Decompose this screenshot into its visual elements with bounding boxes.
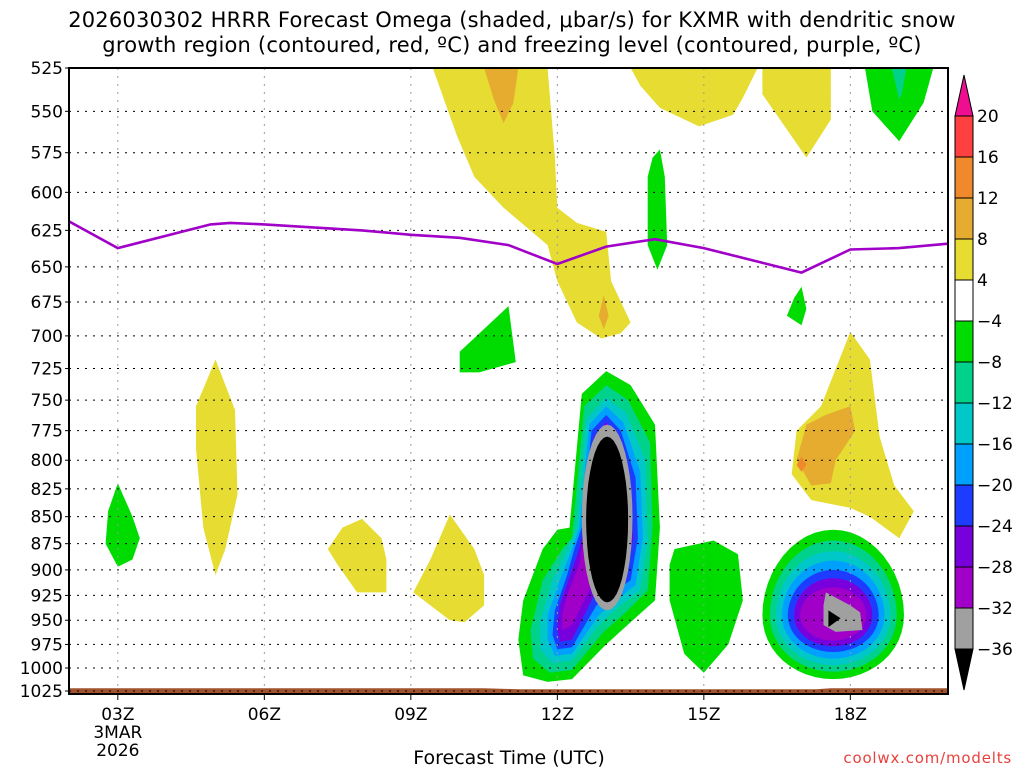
y-tick-label: 975 bbox=[31, 635, 63, 655]
colorbar-label: 8 bbox=[977, 230, 988, 250]
grid bbox=[69, 68, 948, 694]
freezing-level-line bbox=[69, 220, 948, 274]
x-tick-label: 03Z bbox=[101, 705, 134, 725]
x-tick-label: 12Z bbox=[541, 705, 574, 725]
y-tick-label: 600 bbox=[31, 183, 63, 203]
colorbar-swatch bbox=[954, 279, 974, 322]
y-tick-label: 550 bbox=[31, 102, 63, 122]
y-tick-label: 875 bbox=[31, 535, 63, 555]
y-tick-label: 575 bbox=[31, 144, 63, 164]
x-tick-label: 18Z bbox=[834, 705, 867, 725]
colorbar-swatch bbox=[954, 320, 974, 363]
y-tick-label: 625 bbox=[31, 221, 63, 241]
omega-region-positive bbox=[762, 68, 831, 158]
y-tick-label: 850 bbox=[31, 508, 63, 528]
omega-region-positive bbox=[432, 68, 631, 339]
omega-region-positive bbox=[413, 514, 485, 623]
colorbar-label: −20 bbox=[977, 476, 1013, 496]
chart-title-line-2: growth region (contoured, red, ºC) and f… bbox=[102, 33, 922, 57]
colorbar-label: −8 bbox=[977, 353, 1002, 373]
y-tick-label: 525 bbox=[31, 59, 63, 79]
chart-title-line-1: 2026030302 HRRR Forecast Omega (shaded, … bbox=[68, 8, 956, 32]
x-tick-label: 09Z bbox=[394, 705, 427, 725]
colorbar-label: −36 bbox=[977, 640, 1013, 660]
omega-region-negative bbox=[459, 306, 516, 373]
surface-ground bbox=[69, 688, 948, 694]
colorbar-swatch bbox=[954, 484, 974, 527]
colorbar-arrow-top bbox=[954, 74, 974, 117]
colorbar-swatch bbox=[954, 525, 974, 568]
colorbar-swatch bbox=[954, 361, 974, 404]
omega-shading bbox=[105, 68, 934, 682]
colorbar-swatch bbox=[954, 115, 974, 158]
colorbar-label: 12 bbox=[977, 189, 999, 209]
omega-core-minus-36 bbox=[828, 610, 841, 628]
x-tick-label: 15Z bbox=[687, 705, 720, 725]
credit-text[interactable]: coolwx.com/modelts bbox=[843, 749, 1012, 767]
colorbar-label: −24 bbox=[977, 517, 1013, 537]
omega-region-negative bbox=[105, 483, 140, 567]
colorbar-label: −16 bbox=[977, 435, 1013, 455]
colorbar-swatch bbox=[954, 566, 974, 609]
colorbar-swatch bbox=[954, 443, 974, 486]
y-tick-label: 925 bbox=[31, 586, 63, 606]
y-tick-label: 1025 bbox=[20, 682, 63, 702]
omega-region-positive bbox=[791, 331, 914, 539]
colorbar-label: −12 bbox=[977, 394, 1013, 414]
x-tick-label: 06Z bbox=[248, 705, 281, 725]
omega-region-negative bbox=[891, 68, 907, 100]
omega-region-negative bbox=[786, 286, 807, 326]
colorbar-label: −32 bbox=[977, 599, 1013, 619]
y-tick-label: 675 bbox=[31, 293, 63, 313]
colorbar-label: −4 bbox=[977, 312, 1002, 332]
x-tick-sublabel: 2026 bbox=[96, 741, 139, 761]
omega-region-positive bbox=[484, 68, 519, 124]
omega-region-positive bbox=[598, 295, 609, 330]
colorbar-arrow-bottom bbox=[954, 648, 974, 691]
y-tick-label: 725 bbox=[31, 360, 63, 380]
y-tick-label: 650 bbox=[31, 258, 63, 278]
colorbar-swatch bbox=[954, 197, 974, 240]
omega-region-positive bbox=[796, 406, 856, 486]
x-axis-label: Forecast Time (UTC) bbox=[413, 747, 604, 768]
omega-region-positive bbox=[796, 456, 807, 472]
y-tick-label: 825 bbox=[31, 480, 63, 500]
y-tick-label: 900 bbox=[31, 561, 63, 581]
colorbar-label: −28 bbox=[977, 558, 1013, 578]
omega-core-minus-36 bbox=[586, 436, 629, 603]
colorbar-label: 4 bbox=[977, 271, 988, 291]
y-tick-label: 700 bbox=[31, 327, 63, 347]
colorbar-swatch bbox=[954, 402, 974, 445]
colorbar: 20 16 12 8 4 −4 −8 −12 −16 −20 −24 −28 −32 −36 bbox=[954, 74, 1013, 691]
omega-region-positive bbox=[196, 359, 238, 576]
colorbar-swatch bbox=[954, 156, 974, 199]
plot-frame bbox=[68, 67, 949, 695]
colorbar-label: 16 bbox=[977, 148, 999, 168]
colorbar-swatch bbox=[954, 607, 974, 650]
y-tick-label: 750 bbox=[31, 391, 63, 411]
omega-region-negative bbox=[865, 68, 934, 142]
omega-region-negative bbox=[669, 540, 743, 673]
chart-title: 2026030302 HRRR Forecast Omega (shaded, … bbox=[0, 8, 1024, 58]
y-tick-label: 775 bbox=[31, 422, 63, 442]
colorbar-label: 20 bbox=[977, 107, 999, 127]
y-axis: 525 550 575 600 625 650 675 700 725 750 775 800 825 8… bbox=[20, 59, 69, 702]
x-tick-sublabel: 3MAR bbox=[93, 723, 142, 743]
y-tick-label: 950 bbox=[31, 611, 63, 631]
omega-region-positive bbox=[327, 518, 397, 593]
y-tick-label: 800 bbox=[31, 451, 63, 471]
y-tick-label: 1000 bbox=[20, 659, 63, 679]
colorbar-swatch bbox=[954, 238, 974, 281]
